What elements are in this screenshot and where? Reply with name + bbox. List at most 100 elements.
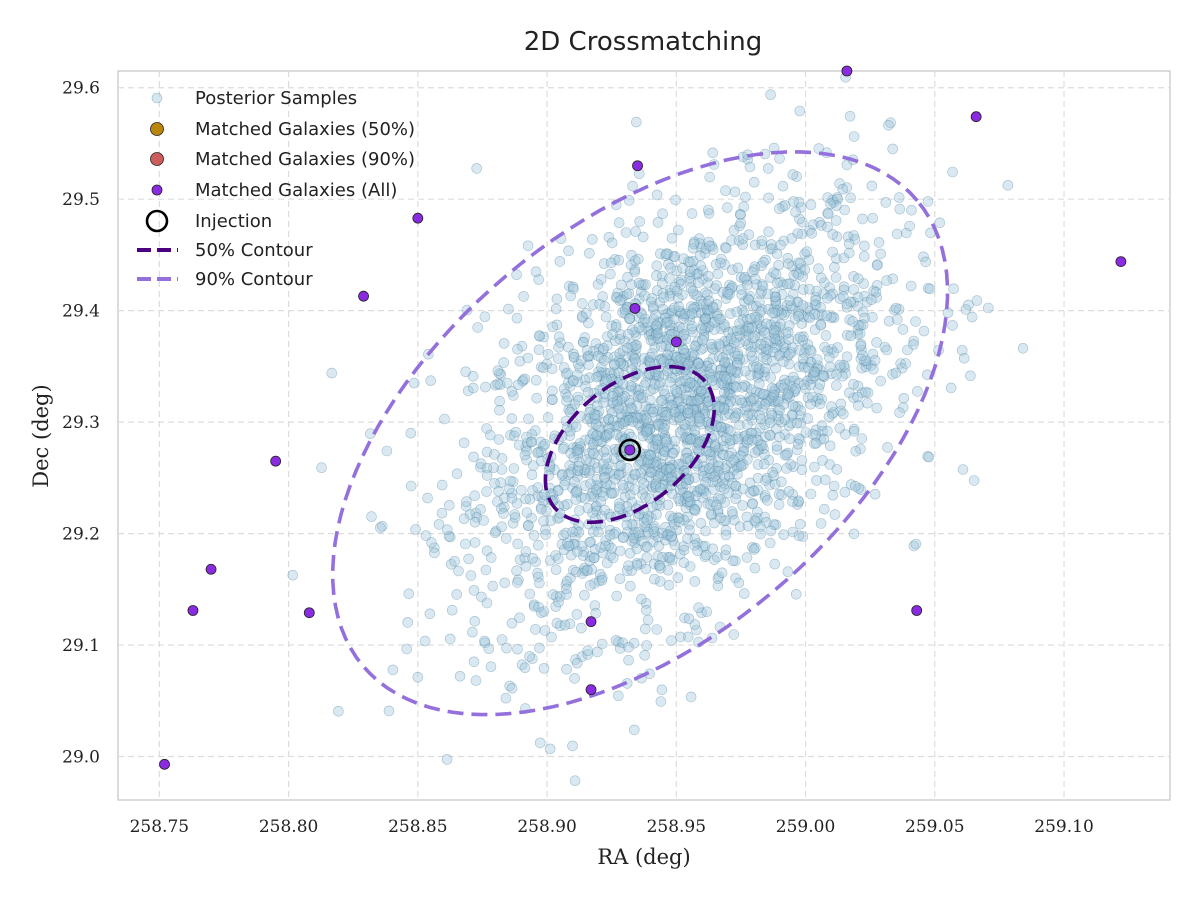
posterior-sample	[732, 433, 744, 445]
posterior-sample	[629, 468, 641, 480]
posterior-sample	[817, 455, 828, 466]
posterior-sample	[637, 489, 648, 500]
posterior-sample	[545, 488, 557, 499]
posterior-sample	[755, 323, 766, 335]
posterior-sample	[640, 604, 652, 616]
posterior-sample	[467, 382, 479, 394]
posterior-sample	[666, 471, 678, 483]
posterior-sample	[718, 387, 730, 398]
posterior-sample	[632, 390, 644, 402]
posterior-sample	[655, 354, 667, 366]
posterior-sample	[818, 288, 829, 300]
posterior-sample	[775, 379, 787, 391]
posterior-sample	[643, 462, 655, 474]
posterior-sample	[682, 496, 693, 508]
posterior-sample	[470, 675, 482, 686]
posterior-sample	[524, 651, 535, 662]
posterior-sample	[718, 358, 730, 369]
posterior-sample	[824, 282, 836, 294]
posterior-sample	[778, 356, 789, 368]
posterior-sample	[728, 629, 740, 640]
posterior-sample	[664, 317, 675, 328]
posterior-sample	[654, 297, 666, 308]
posterior-sample	[700, 312, 711, 324]
posterior-sample	[752, 372, 764, 383]
posterior-sample	[584, 465, 596, 476]
posterior-sample	[787, 169, 799, 180]
posterior-sample	[769, 317, 780, 329]
posterior-sample	[604, 428, 615, 439]
posterior-sample	[628, 532, 640, 544]
posterior-sample	[857, 350, 868, 361]
posterior-sample	[660, 474, 671, 486]
posterior-sample	[776, 476, 787, 488]
posterior-sample	[598, 397, 609, 408]
posterior-sample	[598, 343, 609, 354]
posterior-sample	[673, 276, 685, 288]
posterior-sample	[669, 406, 681, 418]
posterior-sample	[641, 426, 652, 438]
posterior-sample	[732, 431, 744, 443]
posterior-sample	[819, 277, 830, 289]
posterior-sample	[579, 332, 591, 343]
posterior-sample	[708, 471, 720, 483]
posterior-sample	[472, 322, 484, 333]
posterior-sample	[630, 116, 642, 128]
posterior-sample	[615, 417, 627, 429]
posterior-sample	[557, 443, 569, 455]
posterior-sample	[628, 637, 640, 649]
posterior-sample	[693, 386, 705, 398]
posterior-sample	[535, 361, 547, 373]
posterior-sample	[589, 600, 601, 611]
posterior-sample	[805, 373, 817, 384]
posterior-sample	[747, 361, 759, 373]
posterior-sample	[573, 526, 585, 538]
posterior-sample	[665, 307, 677, 319]
posterior-sample	[711, 420, 723, 432]
posterior-sample	[760, 337, 772, 349]
posterior-sample	[818, 503, 830, 515]
posterior-sample	[706, 338, 717, 350]
posterior-sample	[589, 544, 601, 555]
posterior-sample	[631, 411, 643, 422]
posterior-sample	[586, 564, 598, 575]
posterior-sample	[542, 412, 554, 423]
posterior-sample	[650, 471, 662, 483]
posterior-sample	[658, 369, 670, 381]
posterior-sample	[615, 467, 627, 479]
posterior-sample	[613, 385, 625, 397]
posterior-sample	[629, 537, 641, 549]
posterior-sample	[821, 310, 833, 322]
matched-galaxy-all	[911, 605, 923, 616]
posterior-sample	[562, 377, 574, 389]
posterior-sample	[787, 400, 799, 411]
posterior-sample	[620, 405, 632, 417]
posterior-sample	[654, 317, 666, 328]
posterior-sample	[699, 464, 710, 476]
posterior-sample	[685, 282, 697, 294]
posterior-sample	[481, 423, 492, 434]
posterior-sample	[704, 463, 715, 474]
posterior-sample	[639, 529, 651, 540]
posterior-sample	[683, 613, 695, 625]
posterior-sample	[729, 452, 741, 463]
posterior-sample	[662, 499, 674, 511]
posterior-sample	[756, 260, 767, 272]
posterior-sample	[444, 531, 456, 543]
posterior-sample	[648, 458, 659, 469]
posterior-sample	[625, 279, 637, 290]
posterior-sample	[749, 330, 761, 342]
posterior-sample	[492, 378, 504, 390]
posterior-sample	[770, 268, 782, 280]
posterior-sample	[537, 440, 549, 452]
posterior-sample	[769, 395, 781, 407]
posterior-sample	[650, 451, 662, 463]
posterior-sample	[762, 344, 774, 356]
posterior-sample	[664, 290, 676, 302]
posterior-sample	[701, 360, 713, 372]
posterior-sample	[519, 373, 531, 385]
posterior-sample	[642, 424, 654, 435]
posterior-sample	[570, 566, 582, 578]
posterior-sample	[614, 503, 625, 515]
posterior-sample	[584, 406, 596, 418]
